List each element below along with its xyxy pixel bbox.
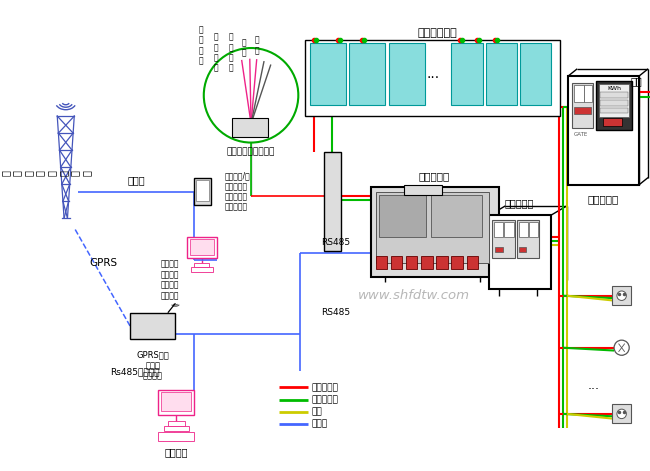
- Bar: [190, 239, 214, 255]
- Text: ...: ...: [588, 379, 599, 392]
- Text: GATE: GATE: [573, 132, 588, 138]
- Bar: [130, 313, 176, 339]
- Text: 零火: 零火: [631, 76, 643, 86]
- Circle shape: [204, 48, 298, 143]
- Text: 用户配电箱: 用户配电箱: [587, 195, 618, 204]
- Bar: [519, 246, 526, 252]
- Text: RS485: RS485: [322, 308, 351, 317]
- Text: 风
速: 风 速: [241, 38, 246, 58]
- Bar: [371, 187, 499, 277]
- Bar: [168, 422, 185, 426]
- Bar: [194, 179, 211, 205]
- Circle shape: [617, 291, 627, 300]
- Bar: [232, 118, 268, 137]
- Bar: [600, 92, 629, 98]
- Bar: [452, 256, 463, 269]
- Bar: [187, 237, 217, 258]
- Bar: [519, 222, 528, 237]
- Bar: [161, 392, 192, 411]
- Bar: [376, 256, 387, 269]
- Bar: [612, 286, 631, 305]
- Text: 地线: 地线: [311, 407, 322, 416]
- Bar: [519, 43, 551, 105]
- Bar: [529, 222, 538, 237]
- Bar: [489, 215, 551, 289]
- Bar: [494, 222, 504, 237]
- Text: 用户手机/平
板电脑监控
监控光伏电
站（选配）: 用户手机/平 板电脑监控 监控光伏电 站（选配）: [225, 171, 250, 212]
- Text: www.shfdtw.com: www.shfdtw.com: [358, 289, 470, 302]
- Text: 太
阳
辐
射: 太 阳 辐 射: [199, 25, 203, 65]
- Text: 环境监测仪（选配）: 环境监测仪（选配）: [227, 147, 275, 156]
- Bar: [196, 180, 209, 201]
- Bar: [159, 390, 194, 415]
- Bar: [495, 246, 502, 252]
- Text: KWh: KWh: [607, 86, 621, 91]
- Text: 取网电脑
远程监控
光伏电站
（选配）: 取网电脑 远程监控 光伏电站 （选配）: [161, 260, 179, 300]
- Bar: [600, 100, 629, 106]
- Text: ...: ...: [426, 67, 439, 81]
- Bar: [573, 83, 593, 129]
- Text: 风
向: 风 向: [254, 35, 259, 55]
- Text: 并网逆变器: 并网逆变器: [419, 171, 450, 181]
- Bar: [599, 84, 629, 117]
- Bar: [517, 220, 540, 258]
- Bar: [305, 41, 560, 116]
- Bar: [492, 220, 515, 258]
- Bar: [391, 256, 402, 269]
- Text: GPRS: GPRS: [90, 258, 118, 268]
- Bar: [309, 43, 346, 105]
- Bar: [575, 85, 584, 102]
- Bar: [190, 268, 213, 272]
- Bar: [406, 256, 417, 269]
- Bar: [431, 195, 482, 237]
- Bar: [164, 426, 188, 431]
- Text: 以太网: 以太网: [128, 175, 146, 185]
- Text: 环
境
湿
度: 环 境 湿 度: [229, 32, 233, 73]
- Bar: [404, 185, 442, 195]
- Circle shape: [617, 409, 627, 419]
- Bar: [349, 43, 385, 105]
- Text: RS485: RS485: [322, 237, 351, 246]
- Circle shape: [614, 340, 629, 355]
- Text: GPRS数据
采集器
（选配）: GPRS数据 采集器 （选配）: [136, 350, 169, 381]
- Text: 零线或负极: 零线或负极: [311, 395, 339, 404]
- Bar: [600, 107, 629, 113]
- Bar: [436, 256, 448, 269]
- Text: 服
务
器
云
计
算
中
心: 服 务 器 云 计 算 中 心: [0, 170, 92, 176]
- Bar: [467, 256, 478, 269]
- Text: 通讯线: 通讯线: [311, 420, 328, 429]
- Bar: [159, 432, 194, 441]
- Bar: [389, 43, 425, 105]
- Bar: [504, 222, 514, 237]
- Bar: [324, 152, 341, 252]
- Bar: [421, 256, 432, 269]
- Bar: [194, 263, 209, 268]
- Text: 交流配电箱: 交流配电箱: [505, 198, 534, 208]
- Bar: [567, 76, 639, 185]
- Text: 火线或正极: 火线或正极: [311, 383, 339, 392]
- Text: Rs485或以太网: Rs485或以太网: [110, 367, 159, 376]
- Bar: [452, 43, 483, 105]
- Bar: [612, 405, 631, 423]
- Bar: [575, 106, 592, 114]
- Bar: [486, 43, 517, 105]
- Bar: [379, 195, 426, 237]
- Bar: [584, 85, 592, 102]
- Text: 环
境
温
度: 环 境 温 度: [214, 32, 218, 73]
- Bar: [596, 81, 632, 130]
- Bar: [376, 192, 489, 263]
- Text: 本地监控: 本地监控: [164, 447, 188, 457]
- Bar: [603, 118, 621, 126]
- Text: 光伏组件方阵: 光伏组件方阵: [417, 28, 457, 38]
